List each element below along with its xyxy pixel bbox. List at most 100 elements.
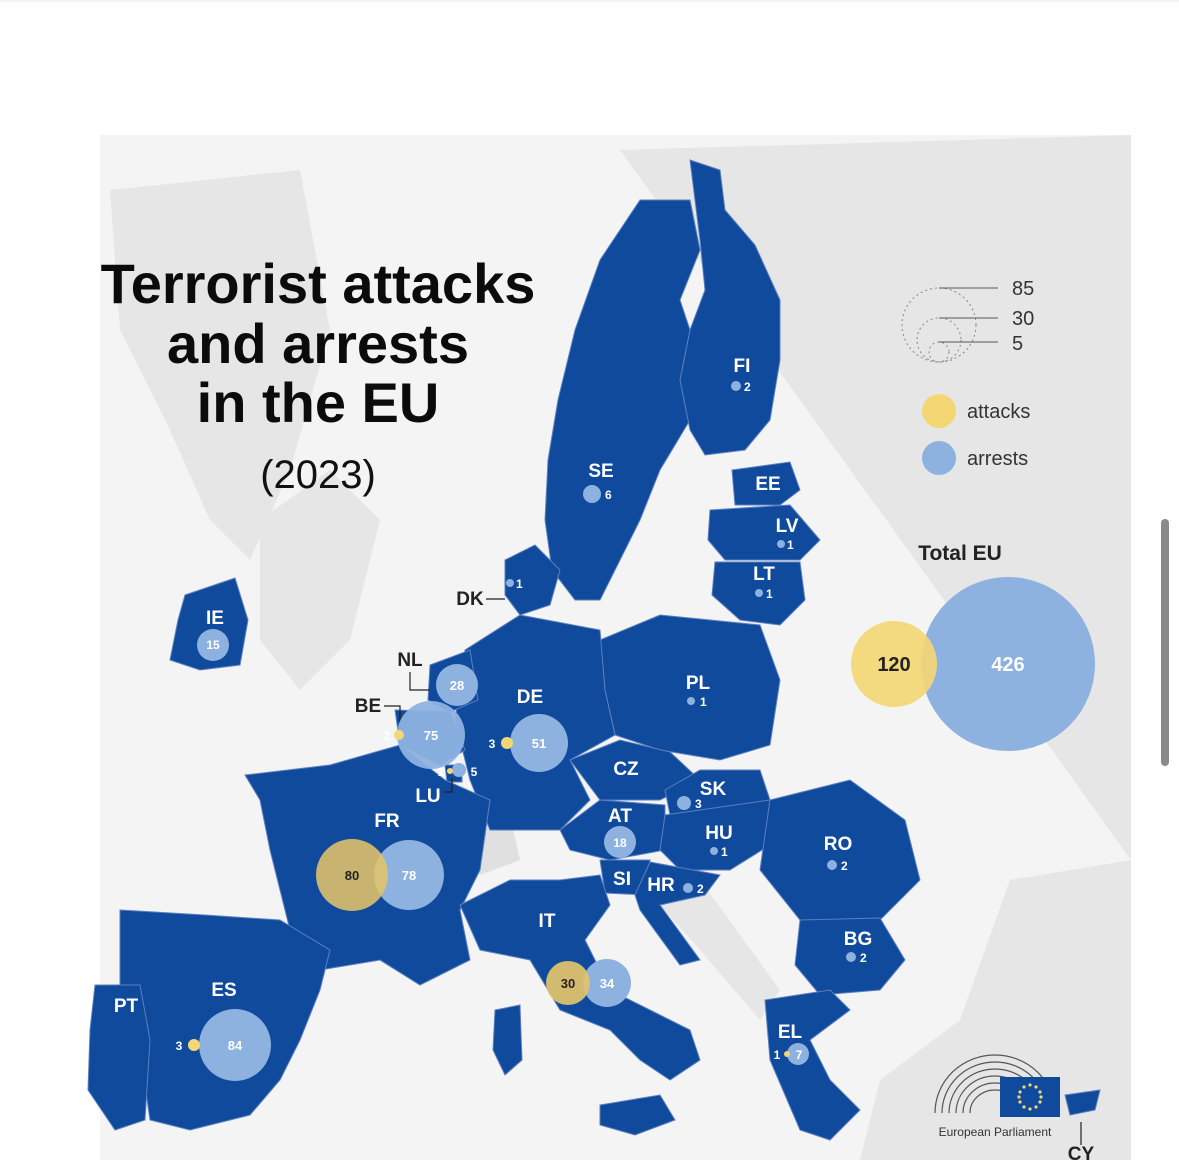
attacks-bubble-fr [316, 839, 388, 911]
arrests-bubble-hr [683, 883, 693, 893]
attacks-bubble-lu [447, 768, 453, 774]
label-cz: CZ [613, 759, 639, 780]
legend-value-85: 85 [1012, 278, 1034, 300]
attacks-bubble-es [188, 1039, 200, 1051]
country-hr [634, 861, 721, 966]
arrests-bubble-pl [687, 697, 695, 705]
label-hr: HR [647, 875, 675, 896]
arrests-bubble-se [583, 485, 601, 503]
attacks-value-es: 3 [176, 1039, 183, 1053]
arrests-bubble-de [510, 714, 568, 772]
arrests-bubble-fi [731, 381, 741, 391]
arrests-value-dk: 1 [516, 577, 523, 591]
arrests-value-hu: 1 [721, 845, 728, 859]
label-lt: LT [753, 564, 775, 585]
arrests-value-at: 18 [613, 836, 627, 850]
title-line-1: Terrorist attacks [101, 252, 536, 315]
label-es: ES [211, 980, 236, 1001]
arrests-value-ro: 2 [841, 859, 848, 873]
arrests-bubble-it [583, 959, 631, 1007]
country-lv [707, 504, 821, 561]
label-si: SI [613, 869, 631, 890]
label-se: SE [588, 461, 613, 482]
label-ro: RO [824, 834, 853, 855]
arrests-bubble-at [604, 826, 636, 858]
arrests-bubble-ie [197, 629, 229, 661]
label-sk: SK [700, 779, 727, 800]
arrests-value-de: 51 [532, 736, 546, 751]
arrests-bubble-el [787, 1043, 809, 1065]
legend-circle-85 [901, 287, 977, 363]
color-legend: attacks arrests [922, 394, 1030, 475]
total-eu-label: Total EU [918, 542, 1002, 565]
label-lv: LV [776, 516, 799, 537]
label-fi: FI [734, 356, 751, 377]
attacks-value-de: 3 [489, 737, 496, 751]
non-eu-land [110, 135, 1131, 1160]
arrests-bubble-fr [374, 840, 444, 910]
attacks-bubble-de [501, 737, 513, 749]
attacks-bubble-el [784, 1051, 790, 1057]
island-sardinia [492, 1004, 523, 1076]
arrests-bubble-ro [827, 860, 837, 870]
arrests-value-it: 34 [600, 976, 615, 991]
label-be: BE [355, 696, 381, 717]
label-pl: PL [686, 673, 711, 694]
label-bg: BG [844, 929, 873, 950]
country-ee [731, 461, 801, 506]
arrests-value-se: 6 [605, 488, 612, 502]
arrests-value-lv: 1 [787, 538, 794, 552]
arrests-value-el: 7 [796, 1048, 803, 1062]
total-arrests-value: 426 [991, 654, 1024, 676]
total-attacks-value: 120 [877, 654, 910, 676]
legend-attacks-label: attacks [967, 401, 1030, 423]
country-ro [759, 779, 921, 921]
label-dk: DK [456, 589, 484, 610]
arrests-value-fi: 2 [744, 380, 751, 394]
arrests-bubble-lt [755, 589, 763, 597]
arrests-bubble-nl [436, 664, 478, 706]
label-nl: NL [397, 650, 423, 671]
arrests-bubble-sk [677, 796, 691, 810]
country-el [764, 989, 861, 1141]
attacks-value-lu: 1 [438, 765, 445, 779]
eu-flag-icon [1000, 1077, 1060, 1117]
label-at: AT [608, 806, 632, 827]
country-pt [87, 984, 151, 1131]
arrests-bubble-dk [506, 579, 514, 587]
european-parliament-logo: European Parliament [934, 1054, 1060, 1139]
total-eu: Total EU 120 426 [851, 542, 1095, 751]
label-el: EL [778, 1022, 803, 1043]
label-pt: PT [114, 996, 139, 1017]
arrests-value-lu: 5 [471, 765, 478, 779]
legend-value-5: 5 [1012, 333, 1023, 355]
size-legend: 85 30 5 [901, 278, 1034, 363]
eu-stars-icon [1017, 1083, 1043, 1111]
attacks-value-fr: 80 [345, 868, 359, 883]
arrests-value-pl: 1 [700, 695, 707, 709]
country-cy [1064, 1089, 1101, 1116]
vertical-scrollbar[interactable] [1161, 519, 1169, 766]
arrests-value-lt: 1 [766, 587, 773, 601]
arrests-value-ie: 15 [206, 638, 220, 652]
legend-arrests-swatch [922, 441, 956, 475]
total-arrests-bubble [921, 577, 1095, 751]
attacks-value-it: 30 [561, 976, 575, 991]
arrests-bubble-hu [710, 847, 718, 855]
arrests-bubble-es [199, 1009, 271, 1081]
total-attacks-bubble [851, 621, 937, 707]
country-dk [504, 544, 561, 616]
arrests-bubble-be [397, 701, 465, 769]
label-hu: HU [705, 823, 732, 844]
legend-circle-30 [916, 317, 962, 363]
arrests-value-hr: 2 [697, 882, 704, 896]
label-it: IT [539, 911, 556, 932]
arrests-value-es: 84 [228, 1038, 243, 1053]
legend-value-30: 30 [1012, 308, 1034, 330]
arrests-value-bg: 2 [860, 951, 867, 965]
arrests-value-sk: 3 [695, 797, 702, 811]
top-divider [0, 0, 1179, 2]
arrests-value-nl: 28 [450, 678, 464, 693]
attacks-bubble-be [394, 730, 404, 740]
arrests-value-fr: 78 [402, 868, 416, 883]
